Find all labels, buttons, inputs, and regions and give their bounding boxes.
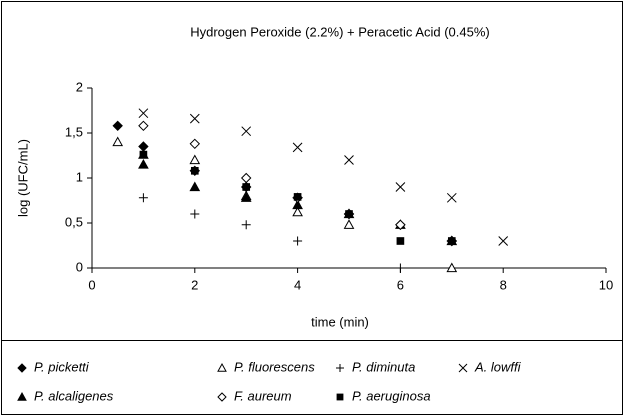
- legend-label: A. lowffi: [474, 359, 522, 374]
- marker: [240, 192, 252, 202]
- marker: [138, 158, 149, 169]
- legend-label: F. aureum: [234, 388, 292, 403]
- legend-label: P. fluorescens: [234, 359, 315, 374]
- marker: [240, 172, 252, 184]
- marker: [446, 262, 458, 273]
- marker: [189, 181, 201, 192]
- marker: [241, 126, 252, 137]
- legend-marker: [458, 363, 468, 373]
- marker: [395, 182, 406, 192]
- x-tick-label: 2: [191, 277, 198, 292]
- legend-marker: [336, 393, 344, 401]
- x-axis-label: time (min): [311, 314, 369, 329]
- chart-title: Hydrogen Peroxide (2.2%) + Peracetic Aci…: [190, 24, 490, 39]
- marker: [343, 219, 355, 229]
- legend-label: P. aeruginosa: [352, 388, 431, 403]
- marker: [189, 113, 200, 124]
- x-tick-label: 10: [599, 277, 613, 292]
- y-axis-label: log (UFC/mL): [15, 139, 30, 217]
- marker: [345, 210, 353, 218]
- marker: [112, 136, 124, 147]
- y-tick-label: 0,5: [65, 214, 83, 229]
- legend-label: P. picketti: [34, 359, 90, 374]
- y-tick-label: 1,5: [65, 124, 83, 139]
- x-tick-label: 6: [397, 277, 404, 292]
- legend-marker: [336, 364, 344, 372]
- legend-marker: [17, 363, 27, 373]
- marker: [292, 206, 303, 217]
- marker: [396, 237, 405, 245]
- marker: [395, 219, 406, 231]
- marker: [138, 108, 149, 119]
- y-tick-label: 0: [76, 259, 83, 274]
- marker: [189, 138, 201, 150]
- marker: [446, 192, 457, 203]
- marker: [293, 193, 302, 201]
- marker: [189, 154, 201, 165]
- legend-marker: [17, 391, 27, 401]
- legend-marker: [217, 392, 227, 402]
- y-tick-label: 1: [76, 169, 83, 184]
- marker: [138, 120, 149, 132]
- marker: [242, 183, 251, 191]
- marker: [241, 220, 251, 230]
- legend-label: P. diminuta: [352, 359, 415, 374]
- x-tick-label: 8: [500, 277, 507, 292]
- marker: [447, 237, 456, 245]
- marker: [498, 236, 509, 246]
- marker: [138, 193, 148, 203]
- marker: [112, 120, 123, 132]
- marker: [190, 166, 199, 175]
- marker: [190, 209, 200, 219]
- marker: [139, 150, 148, 159]
- marker: [395, 263, 405, 273]
- legend-marker: [217, 362, 227, 372]
- y-tick-label: 2: [76, 79, 83, 94]
- marker: [292, 142, 303, 153]
- marker: [344, 155, 354, 165]
- x-tick-label: 4: [294, 277, 301, 292]
- legend-label: P. alcaligenes: [34, 388, 114, 403]
- marker: [293, 236, 303, 246]
- x-tick-label: 0: [88, 277, 95, 292]
- marker: [292, 199, 303, 210]
